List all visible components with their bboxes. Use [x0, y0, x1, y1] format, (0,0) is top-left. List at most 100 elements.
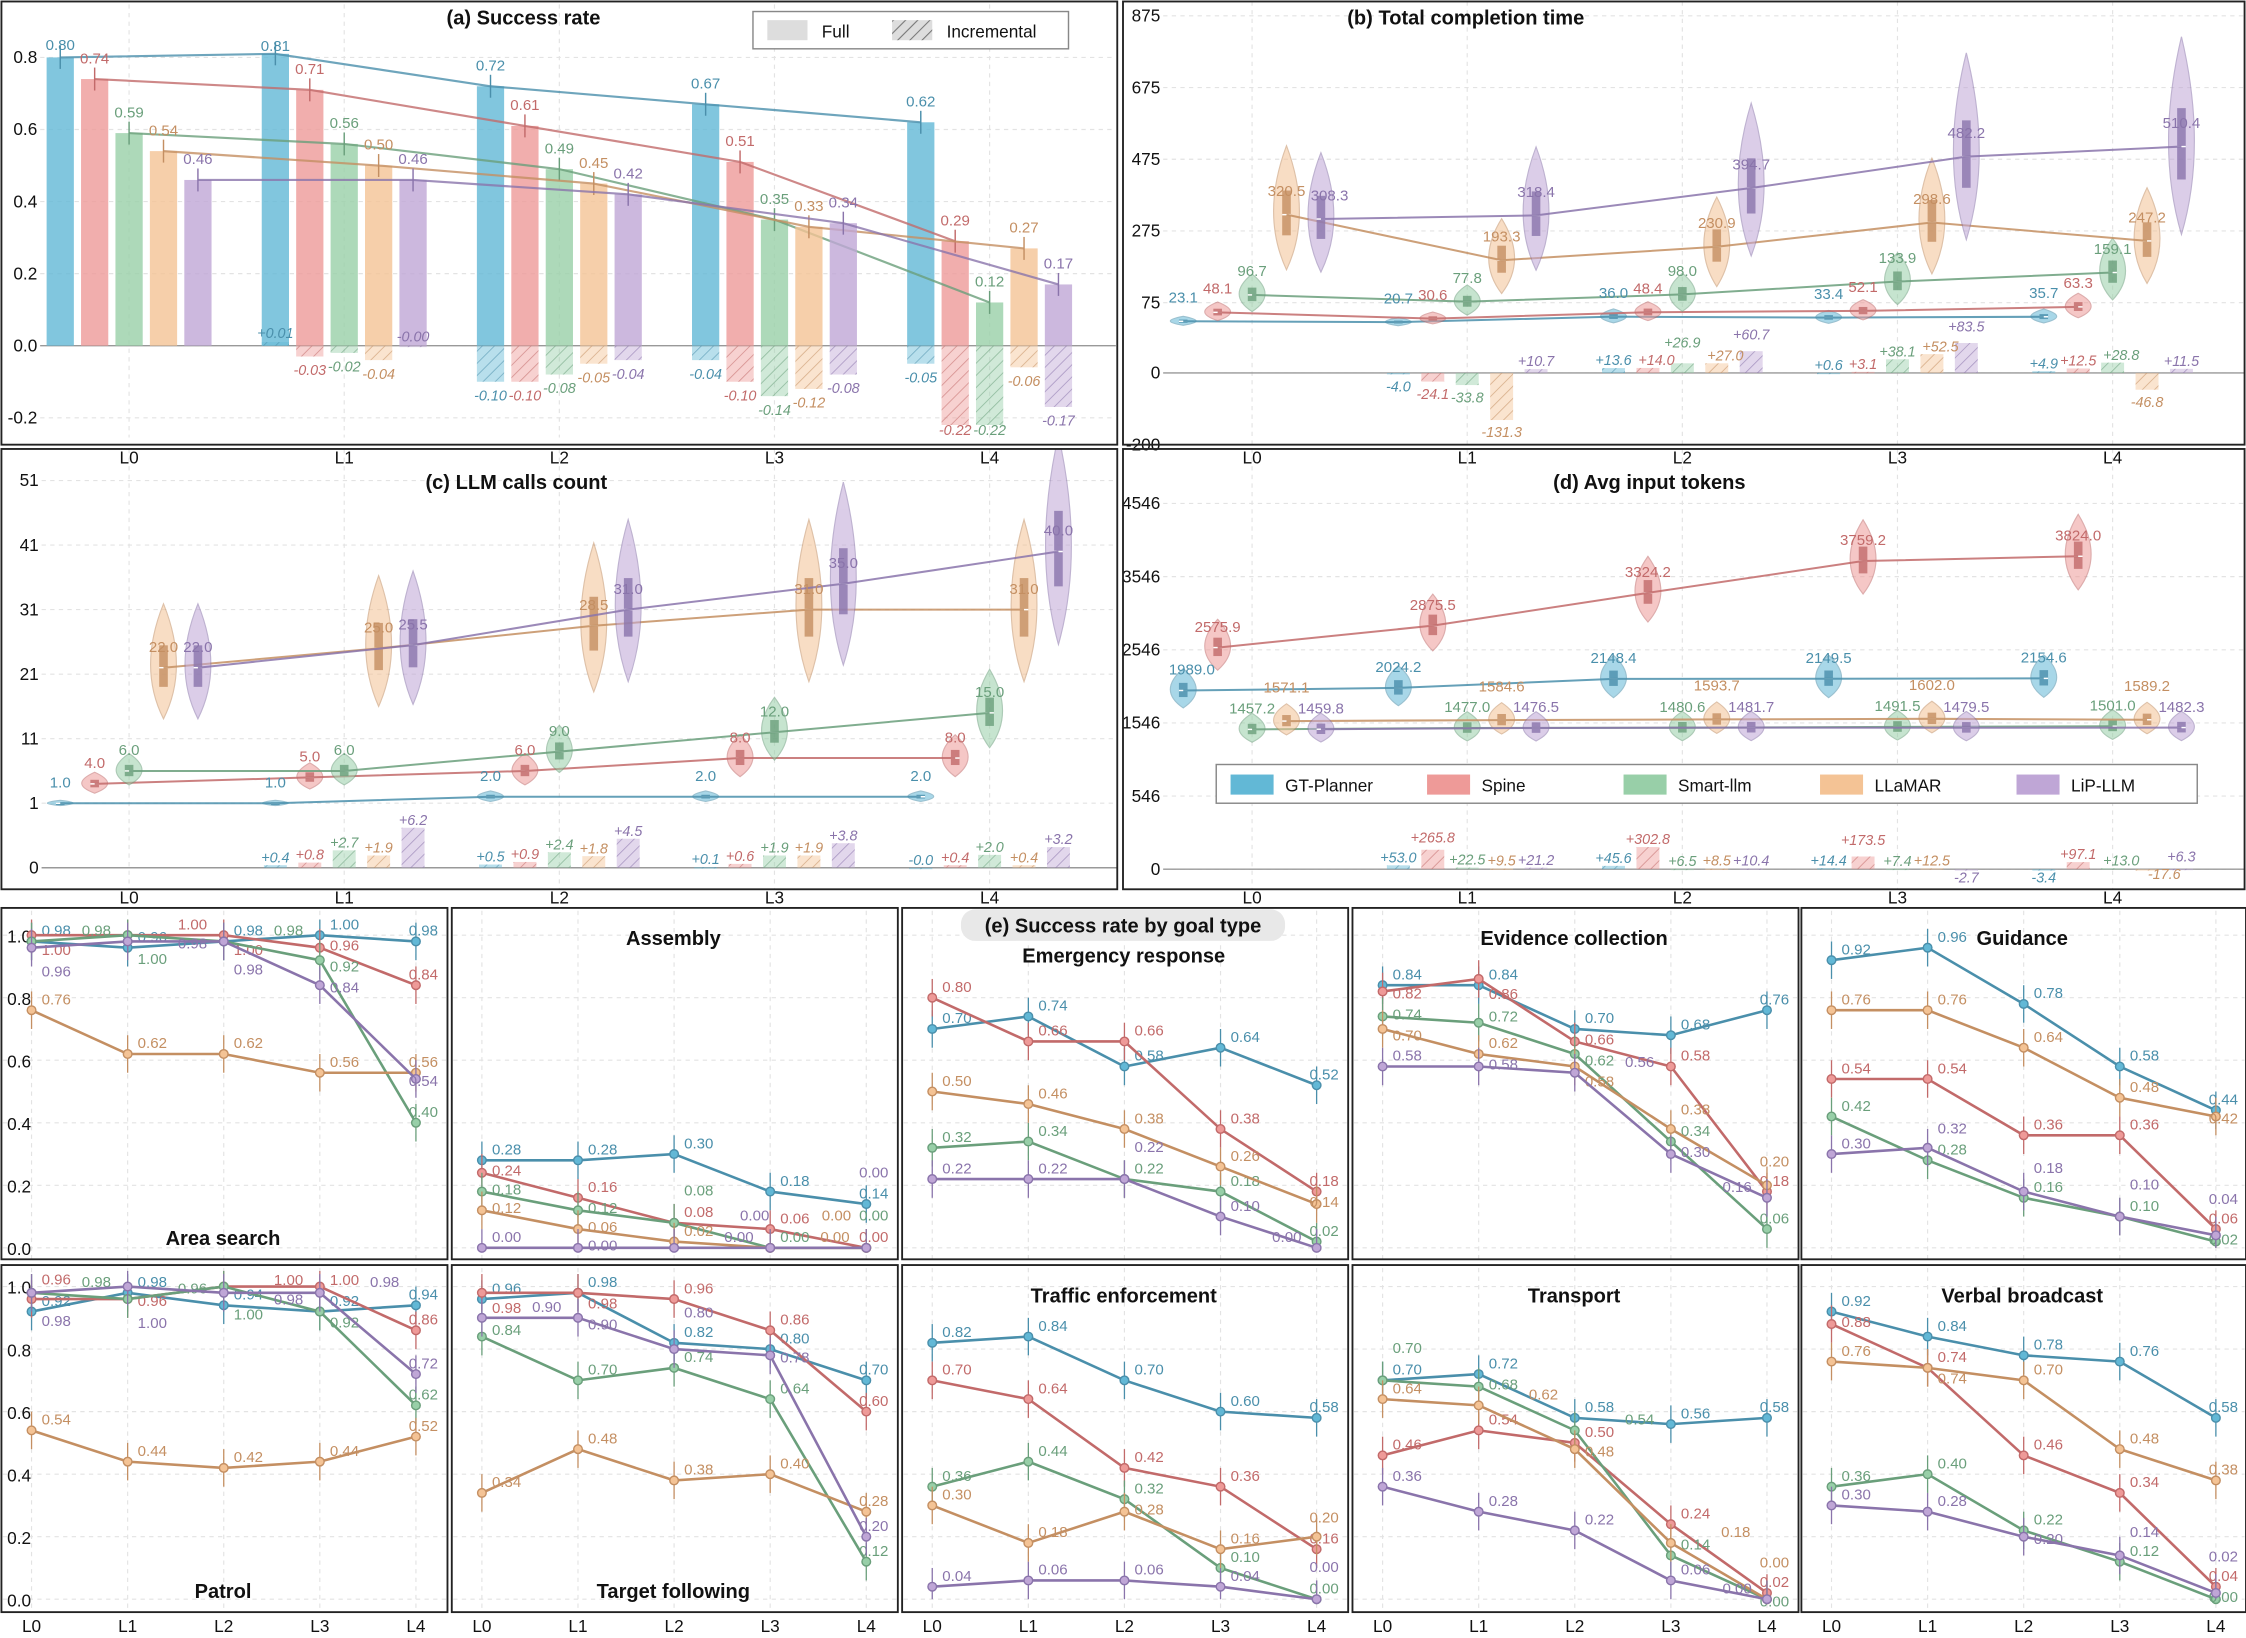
data-point [1377, 1394, 1388, 1405]
bar-incremental [907, 345, 935, 364]
point-value-label: 0.42 [1134, 1449, 1163, 1466]
x-tick-label: L1 [335, 447, 354, 467]
point-value-label: 0.38 [1681, 1102, 1710, 1119]
point-value-label: 0.76 [1842, 1343, 1871, 1360]
y-tick-label: 1 [29, 793, 39, 813]
point-value-label: 0.00 [1309, 1580, 1338, 1597]
bar-incremental [1490, 372, 1514, 421]
box [1927, 200, 1937, 242]
y-tick-label: 0.6 [7, 1403, 31, 1423]
median-value-label: 2575.9 [1195, 619, 1241, 636]
box [408, 619, 418, 668]
bar-value-label: 0.67 [691, 75, 720, 92]
median-value-label: 31.0 [1009, 581, 1038, 598]
data-point [1826, 1500, 1837, 1511]
median-value-label: 1459.8 [1298, 700, 1344, 717]
bar-incremental [2032, 371, 2056, 373]
subplot-frame [901, 1264, 1350, 1614]
trend-line [1320, 726, 2182, 731]
point-value-label: 0.04 [1231, 1568, 1260, 1585]
subplot-title: Evidence collection [1480, 928, 1667, 950]
x-tick-label: L0 [472, 1616, 491, 1636]
point-value-label: 0.86 [1489, 986, 1518, 1003]
bar-incremental [728, 863, 752, 868]
bar-value-label: 0.35 [760, 191, 789, 208]
point-value-label: 1.00 [274, 1272, 303, 1289]
median-value-label: 1602.0 [1909, 677, 1955, 694]
incremental-value-label: -0.22 [973, 423, 1006, 439]
y-tick-label: 0 [1151, 363, 1161, 383]
point-value-label: 0.76 [1938, 991, 1967, 1008]
y-tick-label: 675 [1132, 77, 1161, 97]
point-value-label: 0.04 [2209, 1568, 2238, 1585]
bar-incremental [1421, 849, 1445, 870]
median-value-label: 2154.6 [2021, 650, 2067, 667]
bar-value-label: 0.56 [330, 115, 359, 132]
bar-value-label: 0.27 [1009, 220, 1038, 237]
data-point [2210, 1475, 2221, 1486]
trend-line [94, 757, 956, 785]
data-point [1119, 1061, 1130, 1072]
point-value-label: 0.36 [2130, 1117, 2159, 1134]
point-value-label: 0.46 [1038, 1085, 1067, 1102]
incremental-value-label: +265.8 [1411, 831, 1455, 847]
point-value-label: 0.94 [409, 1287, 438, 1304]
point-value-label: 0.10 [2130, 1176, 2159, 1193]
median-value-label: 1480.6 [1659, 699, 1705, 716]
bar-value-label: 0.29 [941, 212, 970, 229]
y-tick-label: 546 [1132, 786, 1161, 806]
subplot-title: Assembly [626, 928, 722, 950]
legend-label: Full [822, 21, 850, 41]
point-value-label: 1.00 [138, 951, 167, 968]
x-tick-label: L2 [1565, 1616, 1584, 1636]
incremental-value-label: +26.9 [1664, 336, 1700, 352]
median-value-label: 1584.6 [1479, 678, 1525, 695]
data-point [1665, 1124, 1676, 1135]
point-value-label: 0.58 [1393, 1048, 1422, 1065]
incremental-value-label: -0.02 [328, 360, 361, 376]
point-value-label: 0.80 [942, 979, 971, 996]
median-value-label: 31.0 [614, 581, 643, 598]
y-tick-label: 2546 [1122, 639, 1160, 659]
point-value-label: 0.40 [409, 1104, 438, 1121]
legend-swatch-full [767, 20, 808, 41]
data-point [1311, 1080, 1322, 1091]
x-tick-label: L2 [1673, 447, 1692, 467]
y-tick-label: 11 [21, 728, 39, 748]
bar-incremental [580, 345, 608, 364]
bar-incremental [726, 345, 754, 382]
data-point [218, 1287, 229, 1298]
bar-incremental [1920, 354, 1944, 373]
box [839, 548, 848, 615]
y-tick-label: 0.8 [7, 1340, 31, 1360]
x-tick-label: L4 [2206, 1616, 2226, 1636]
x-tick-label: L0 [22, 1616, 41, 1636]
bar-incremental [1670, 363, 1694, 373]
bar-incremental [479, 864, 502, 868]
point-value-label: 0.78 [2034, 1337, 2063, 1354]
data-point [1311, 1531, 1322, 1542]
incremental-value-label: -4.0 [1386, 380, 1411, 396]
point-value-label: 0.00 [859, 1165, 888, 1182]
data-point [1215, 1186, 1226, 1197]
box [374, 622, 383, 671]
bar-incremental [1739, 868, 1763, 870]
data-point [572, 1444, 584, 1455]
data-point [765, 1186, 776, 1197]
point-value-label: 0.64 [780, 1380, 809, 1397]
panel-d-input-tokens: 0 546 1546 2546 3546 4546 1989.0 2024.2 +53.0 214… [1122, 448, 2245, 890]
incremental-value-label: +12.5 [1914, 853, 1950, 869]
point-value-label: 0.06 [1134, 1562, 1163, 1579]
point-value-label: 0.36 [1393, 1468, 1422, 1485]
y-tick-label: -0.2 [8, 408, 38, 428]
legend-swatch [1230, 774, 1274, 795]
point-value-label: 0.20 [2034, 1531, 2063, 1548]
median-value-label: 510.4 [2163, 115, 2201, 132]
median-value-label: 4.0 [84, 755, 105, 772]
data-point [476, 1487, 487, 1498]
median-value-label: 1457.2 [1229, 701, 1275, 718]
median-value-label: 1479.5 [1943, 699, 1989, 716]
x-tick-label: L0 [1243, 447, 1262, 467]
incremental-value-label: +0.6 [726, 849, 754, 865]
incremental-value-label: +3.2 [1044, 832, 1072, 848]
